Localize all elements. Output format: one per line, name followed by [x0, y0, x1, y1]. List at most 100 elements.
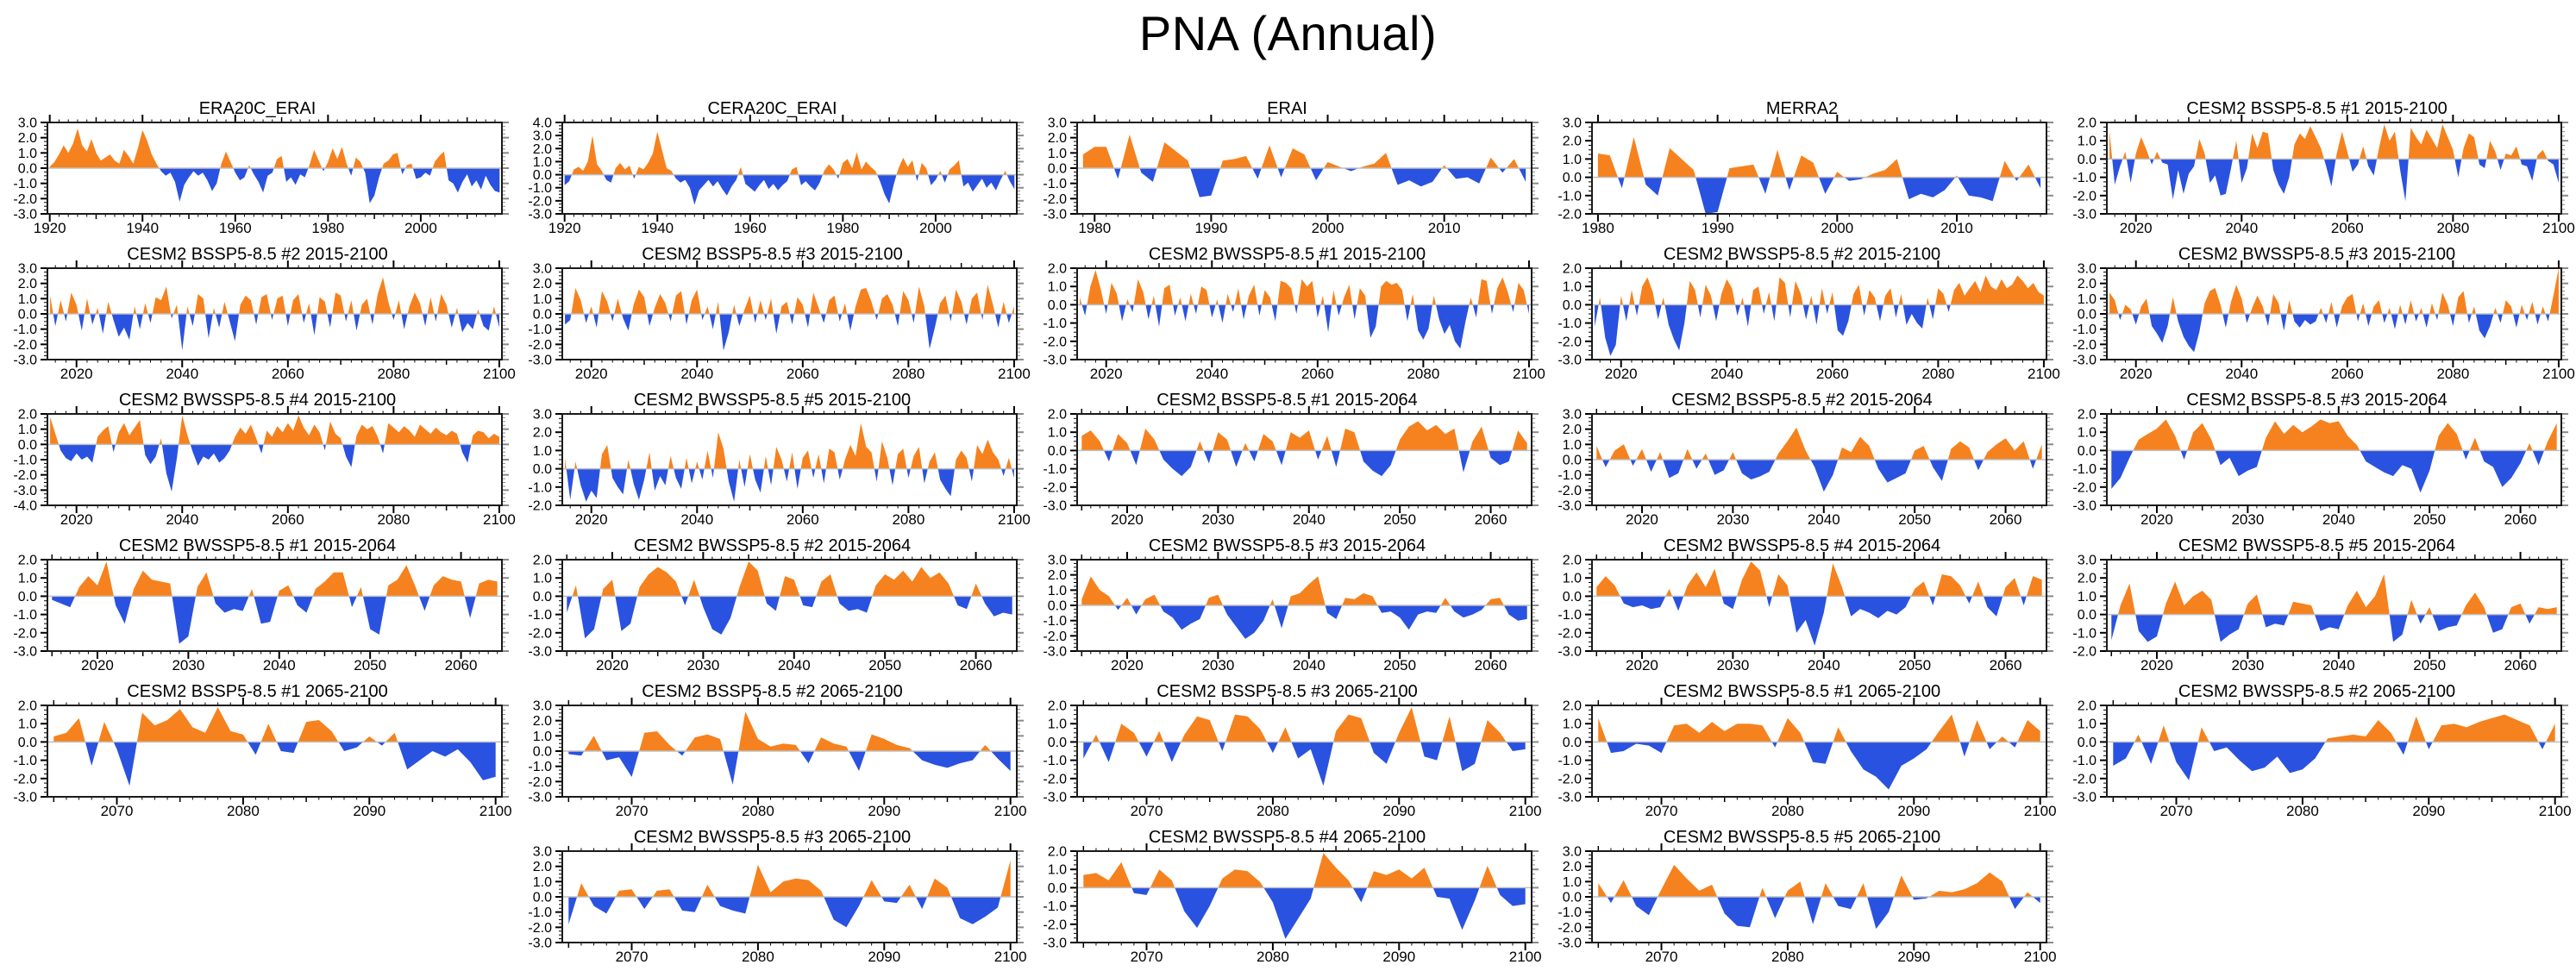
svg-text:-3.0: -3.0: [528, 354, 552, 368]
chart-panel: MERRA2 -2.0 -1.0 0.0 1.0 2.0 3.0 1980 1990 2000 2…: [1545, 97, 2059, 243]
panel-title: CESM2 BWSSP5-8.5 #4 2065-2100: [1148, 828, 1426, 847]
svg-text:1920: 1920: [34, 220, 66, 236]
svg-text:-2.0: -2.0: [13, 338, 37, 353]
svg-text:2.0: 2.0: [2078, 408, 2097, 423]
svg-text:1.0: 1.0: [1563, 438, 1582, 453]
svg-text:-1.0: -1.0: [1558, 468, 1582, 483]
svg-text:0.0: 0.0: [1048, 599, 1067, 614]
panel-title: CESM2 BWSSP5-8.5 #1 2015-2064: [118, 536, 397, 555]
svg-text:0.0: 0.0: [1563, 454, 1582, 468]
svg-text:1980: 1980: [1078, 220, 1111, 236]
panel-title: CESM2 BSSP5-8.5 #1 2015-2064: [1156, 391, 1418, 410]
svg-text:2.0: 2.0: [1048, 262, 1067, 277]
panel-plot: -3.0-2.0-1.00.01.02.03.0 1920 1940 1960 1980…: [13, 115, 509, 236]
svg-text:2.0: 2.0: [2078, 572, 2097, 586]
svg-text:2080: 2080: [2436, 220, 2469, 236]
panel-title: CESM2 BSSP5-8.5 #2 2015-2064: [1671, 391, 1933, 410]
svg-text:2050: 2050: [1898, 657, 1931, 673]
panel-plot: -3.0 -2.0 -1.0 0.0 1.0 2.0 2070 2080 2090 2100: [13, 698, 512, 819]
svg-text:2090: 2090: [353, 803, 385, 819]
svg-text:2.0: 2.0: [1563, 135, 1582, 149]
chart-panel: ERA20C_ERAI -3.0 -2.0 -1.0 0.0 1.0 2.0 3.0 1920…: [0, 97, 515, 243]
svg-text:2060: 2060: [272, 511, 304, 528]
chart-panel: CESM2 BWSSP5-8.5 #3 2015-2064 -3.0 -2.0 -1…: [1030, 534, 1545, 680]
svg-text:-1.0: -1.0: [2072, 626, 2097, 641]
svg-text:3.0: 3.0: [533, 262, 552, 277]
panel-plot: -3.0-2.0-1.00.01.02.03.0 1980 1990 2000 2010: [1043, 115, 1539, 236]
svg-text:2090: 2090: [2412, 803, 2445, 819]
svg-text:1.0: 1.0: [1048, 280, 1067, 295]
panel-title: CESM2 BWSSP5-8.5 #3 2015-2064: [1148, 536, 1426, 555]
svg-text:-2.0: -2.0: [1043, 918, 1067, 932]
panel-title: CESM2 BWSSP5-8.5 #1 2015-2100: [1148, 245, 1426, 264]
panel-plot: -3.0 -2.0 -1.0 0.0 1.0 2.0 2070 2080 2090 2100: [2072, 698, 2572, 819]
panel-plot: -3.0-2.0-1.00.01.02.03.0 2020 2040 2060 2080…: [2072, 260, 2575, 382]
svg-text:2.0: 2.0: [18, 277, 37, 291]
svg-text:3.0: 3.0: [2078, 262, 2097, 277]
svg-text:2060: 2060: [1475, 657, 1507, 673]
svg-text:-1.0: -1.0: [1558, 905, 1582, 920]
panel-plot: -3.0 -2.0 -1.0 0.0 1.0 2.0 2020 2030 2040 2050 206…: [528, 552, 1024, 673]
panel-title: CESM2 BWSSP5-8.5 #3 2015-2100: [2178, 245, 2456, 264]
svg-text:3.0: 3.0: [1048, 116, 1067, 131]
svg-text:2020: 2020: [60, 511, 93, 528]
panel-plot: -3.0-2.0-1.00.01.02.03.0 2020 2040 2060 2080…: [528, 260, 1031, 382]
svg-text:0.0: 0.0: [1563, 298, 1582, 313]
panel-title: CESM2 BWSSP5-8.5 #5 2015-2064: [2178, 536, 2456, 555]
svg-text:-2.0: -2.0: [1558, 208, 1582, 222]
svg-text:2040: 2040: [2322, 511, 2355, 528]
svg-text:2080: 2080: [2436, 366, 2469, 382]
panel-title: CESM2 BSSP5-8.5 #2 2015-2100: [127, 245, 388, 264]
svg-text:2060: 2060: [272, 366, 304, 382]
svg-text:3.0: 3.0: [2078, 554, 2097, 568]
svg-text:0.0: 0.0: [18, 308, 37, 323]
svg-text:0.0: 0.0: [1048, 444, 1067, 459]
svg-text:2030: 2030: [1716, 511, 1749, 528]
panel-title: CERA20C_ERAI: [707, 99, 837, 118]
svg-text:2070: 2070: [1645, 803, 1678, 819]
svg-text:2060: 2060: [1990, 511, 2022, 528]
svg-text:1960: 1960: [734, 220, 767, 236]
svg-text:2020: 2020: [2140, 657, 2173, 673]
svg-text:3.0: 3.0: [18, 262, 37, 277]
chart-panel: CESM2 BWSSP5-8.5 #3 2065-2100 -3.0 -2.0 -1…: [515, 825, 1030, 971]
svg-text:0.0: 0.0: [18, 736, 37, 750]
svg-text:2080: 2080: [1921, 366, 1954, 382]
svg-text:-3.0: -3.0: [1043, 645, 1067, 660]
chart-panel: CESM2 BWSSP5-8.5 #5 2065-2100 -3.0 -2.0 -1…: [1545, 825, 2059, 971]
svg-text:-3.0: -3.0: [1043, 499, 1067, 514]
chart-panel: CESM2 BWSSP5-8.5 #1 2065-2100 -3.0 -2.0 -1…: [1545, 680, 2059, 826]
svg-text:1990: 1990: [1194, 220, 1227, 236]
chart-panel: CESM2 BWSSP5-8.5 #2 2015-2100 -3.0 -2.0 -1…: [1545, 242, 2059, 389]
chart-panel: CESM2 BWSSP5-8.5 #4 2015-2100 -4.0 -3.0 -2…: [0, 388, 515, 535]
svg-text:2080: 2080: [227, 803, 260, 819]
svg-text:0.0: 0.0: [18, 162, 37, 177]
svg-text:0.0: 0.0: [533, 308, 552, 323]
svg-text:-1.0: -1.0: [1043, 614, 1067, 629]
svg-text:2060: 2060: [2331, 366, 2364, 382]
svg-text:-1.0: -1.0: [528, 480, 552, 495]
svg-text:3.0: 3.0: [533, 408, 552, 423]
svg-text:1.0: 1.0: [1563, 875, 1582, 890]
svg-text:2000: 2000: [1821, 220, 1853, 236]
svg-text:-3.0: -3.0: [2072, 791, 2097, 805]
svg-text:1.0: 1.0: [18, 292, 37, 307]
svg-text:2020: 2020: [1090, 366, 1123, 382]
svg-text:1980: 1980: [1582, 220, 1614, 236]
svg-text:-1.0: -1.0: [1043, 754, 1067, 768]
svg-text:2050: 2050: [1383, 657, 1416, 673]
svg-text:1.0: 1.0: [2078, 426, 2097, 441]
svg-text:1940: 1940: [641, 220, 674, 236]
svg-text:1.0: 1.0: [1563, 717, 1582, 732]
panel-title: CESM2 BWSSP5-8.5 #3 2065-2100: [633, 828, 912, 847]
svg-text:-2.0: -2.0: [528, 194, 552, 209]
svg-text:-2.0: -2.0: [2072, 645, 2097, 660]
svg-text:2070: 2070: [1131, 803, 1163, 819]
svg-text:-1.0: -1.0: [1043, 462, 1067, 477]
svg-text:2100: 2100: [2539, 803, 2572, 819]
chart-panel: CESM2 BWSSP5-8.5 #1 2015-2064 -3.0 -2.0 -1…: [0, 534, 515, 680]
svg-text:2090: 2090: [868, 949, 900, 965]
panel-title: CESM2 BWSSP5-8.5 #5 2065-2100: [1663, 828, 1941, 847]
svg-text:0.0: 0.0: [2078, 736, 2097, 750]
svg-text:1.0: 1.0: [1048, 717, 1067, 732]
